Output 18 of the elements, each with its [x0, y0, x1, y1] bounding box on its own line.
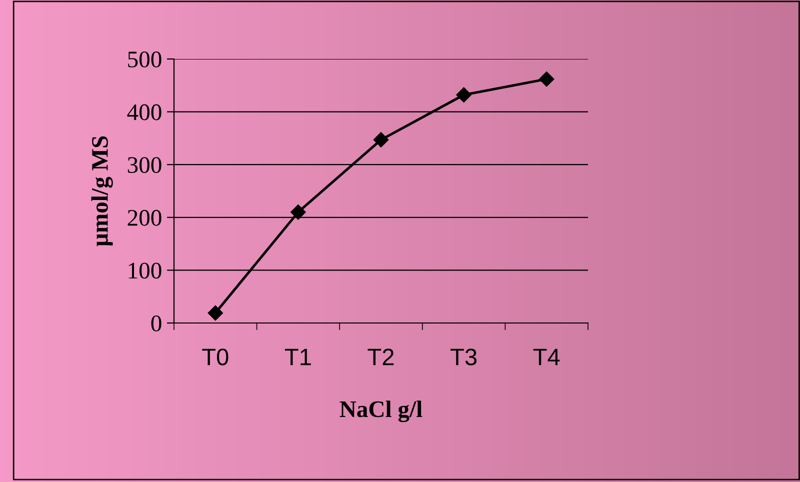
x-tick-label: T4: [533, 348, 560, 366]
x-tick-label: T0: [202, 348, 228, 366]
y-tick-label: 300: [128, 157, 162, 174]
point: [539, 71, 554, 87]
y-tick-label: 200: [128, 210, 162, 226]
point: [456, 87, 472, 102]
y-tick-label: 400: [127, 104, 162, 120]
point: [208, 305, 223, 321]
x-tick-label: T2: [368, 348, 394, 366]
y-axis-title: µmol/g MS: [91, 136, 113, 246]
x-tick-label: T1: [284, 348, 311, 366]
y-tick-label: 100: [128, 262, 162, 279]
y-tick-label: 0: [151, 315, 162, 332]
y-tick-label: 500: [128, 51, 162, 68]
x-tick-label: T3: [450, 348, 477, 366]
x-axis-title: NaCl g/l: [340, 400, 422, 422]
point: [290, 204, 306, 220]
point: [373, 132, 389, 148]
